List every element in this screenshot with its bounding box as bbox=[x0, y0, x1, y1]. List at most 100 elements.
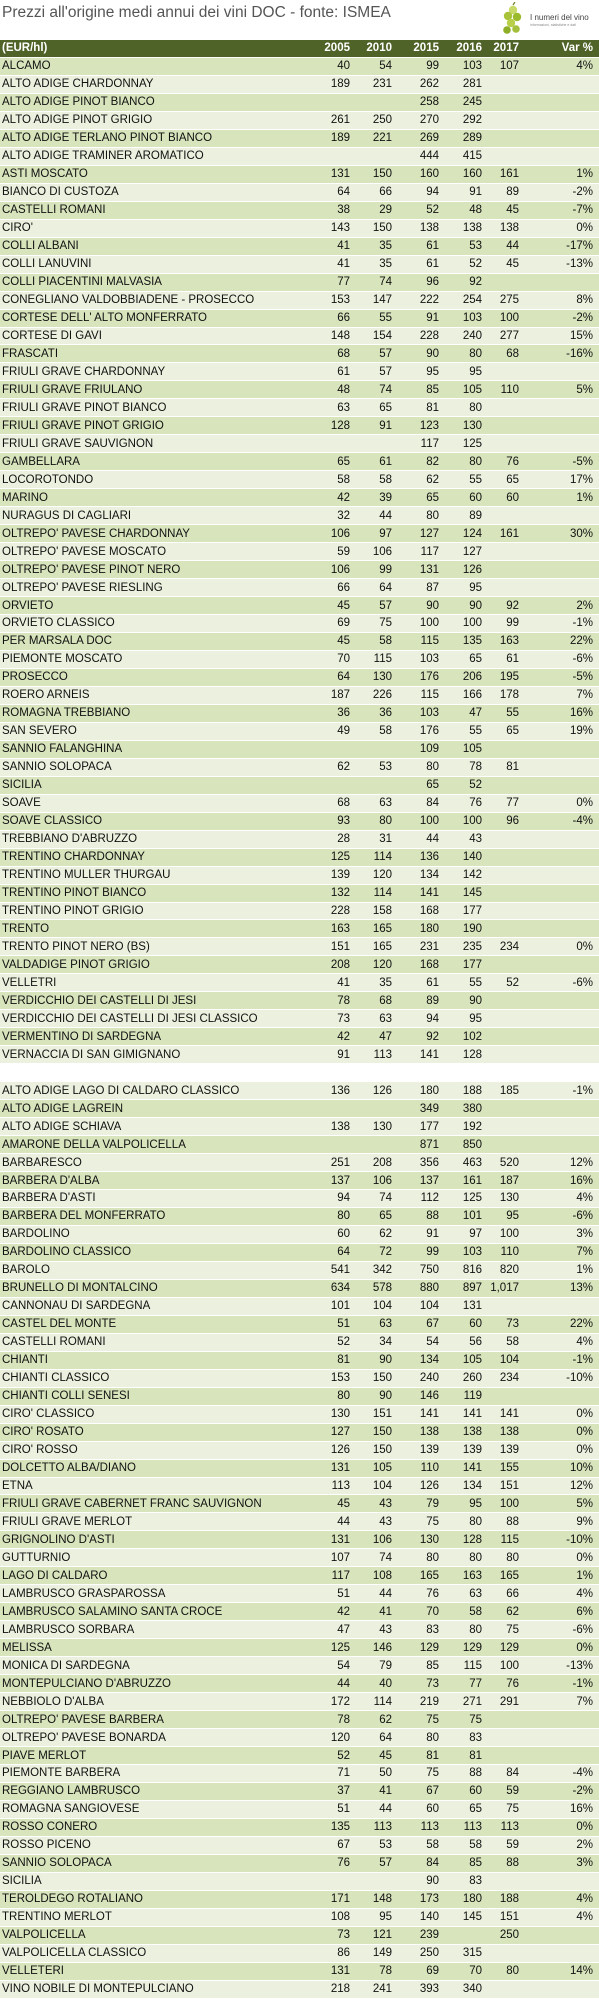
price-2017 bbox=[479, 148, 519, 165]
price-2015: 871 bbox=[419, 1138, 439, 1151]
price-2017 bbox=[479, 903, 519, 920]
wine-name: VINO NOBILE DI MONTEPULCIANO bbox=[2, 1983, 194, 1996]
price-2005: 32 bbox=[337, 509, 350, 522]
price-2005 bbox=[310, 1100, 350, 1117]
price-2010: 154 bbox=[372, 329, 392, 342]
price-2016: 142 bbox=[462, 869, 482, 882]
price-2005: 261 bbox=[330, 114, 350, 127]
wine-name: ALTO ADIGE LAGREIN bbox=[2, 1102, 124, 1115]
section-divider bbox=[0, 1064, 599, 1083]
var-percent: -1% bbox=[572, 1084, 593, 1097]
wine-name: AMARONE DELLA VALPOLICELLA bbox=[2, 1138, 186, 1151]
wine-name: BARBERA DEL MONFERRATO bbox=[2, 1210, 166, 1223]
table-row: OLTREPO' PAVESE BONARDA 120 64 80 83 bbox=[0, 1729, 599, 1748]
price-2017: 65 bbox=[506, 725, 519, 738]
price-2015: 82 bbox=[426, 455, 439, 468]
price-2015: 219 bbox=[419, 1695, 439, 1708]
var-percent: -7% bbox=[572, 204, 593, 217]
price-2010: 158 bbox=[372, 904, 392, 917]
var-percent: 0% bbox=[576, 1444, 593, 1457]
price-2010: 74 bbox=[379, 1551, 392, 1564]
wine-name: CORTESE DI GAVI bbox=[2, 329, 102, 342]
price-2015: 270 bbox=[419, 114, 439, 127]
price-2010: 250 bbox=[372, 114, 392, 127]
price-2017 bbox=[479, 1729, 519, 1746]
wine-name: BARDOLINO CLASSICO bbox=[2, 1246, 132, 1259]
price-2005: 78 bbox=[337, 1713, 350, 1726]
price-2010: 44 bbox=[379, 1803, 392, 1816]
price-2017: 1,017 bbox=[490, 1282, 519, 1295]
price-2005: 208 bbox=[330, 958, 350, 971]
wine-name: NURAGUS DI CAGLIARI bbox=[2, 509, 132, 522]
price-2015: 165 bbox=[419, 1569, 439, 1582]
price-2005: 64 bbox=[337, 1246, 350, 1259]
var-percent: 4% bbox=[576, 60, 593, 73]
price-2005: 128 bbox=[330, 419, 350, 432]
price-2005: 163 bbox=[330, 922, 350, 935]
table-row: OLTREPO' PAVESE MOSCATO 59 106 117 127 bbox=[0, 543, 599, 562]
price-2017 bbox=[479, 741, 519, 758]
price-2015: 176 bbox=[419, 725, 439, 738]
table-row: TRENTINO MERLOT 108 95 140 145 151 4% bbox=[0, 1908, 599, 1927]
table-row: CIRO' CLASSICO 130 151 141 141 141 0% bbox=[0, 1405, 599, 1424]
price-2005: 131 bbox=[330, 1965, 350, 1978]
price-2015: 79 bbox=[426, 1497, 439, 1510]
header-2015: 2015 bbox=[413, 42, 439, 55]
price-2005 bbox=[310, 435, 350, 452]
wine-name: ALTO ADIGE TERLANO PINOT BIANCO bbox=[2, 132, 213, 145]
wine-name: TEROLDEGO ROTALIANO bbox=[2, 1893, 144, 1906]
price-2016: 80 bbox=[469, 455, 482, 468]
var-percent bbox=[520, 1100, 593, 1117]
price-2017 bbox=[479, 867, 519, 884]
price-2005: 143 bbox=[330, 222, 350, 235]
price-2015: 90 bbox=[426, 347, 439, 360]
wine-name: ORVIETO bbox=[2, 599, 54, 612]
price-2017: 163 bbox=[499, 635, 519, 648]
price-2016: 58 bbox=[469, 1605, 482, 1618]
wine-name: LOCOROTONDO bbox=[2, 473, 94, 486]
price-2015: 173 bbox=[419, 1893, 439, 1906]
price-2010: 226 bbox=[372, 689, 392, 702]
wine-name: FRIULI GRAVE PINOT BIANCO bbox=[2, 401, 167, 414]
price-2016: 292 bbox=[462, 114, 482, 127]
table-row: PIEMONTE MOSCATO 70 115 103 65 61 -6% bbox=[0, 650, 599, 669]
table-row: COLLI PIACENTINI MALVASIA 77 74 96 92 bbox=[0, 273, 599, 292]
wine-name: CONEGLIANO VALDOBBIADENE - PROSECCO bbox=[2, 294, 255, 307]
price-2017 bbox=[479, 1136, 519, 1153]
price-2005: 107 bbox=[330, 1551, 350, 1564]
price-2005: 41 bbox=[337, 240, 350, 253]
price-2005: 45 bbox=[337, 1497, 350, 1510]
wine-name: LAMBRUSCO GRASPAROSSA bbox=[2, 1587, 166, 1600]
price-2010: 50 bbox=[379, 1767, 392, 1780]
price-2016: 130 bbox=[462, 419, 482, 432]
price-2005: 125 bbox=[330, 851, 350, 864]
price-2017 bbox=[479, 274, 519, 291]
price-2015: 228 bbox=[419, 329, 439, 342]
price-2005: 80 bbox=[337, 1390, 350, 1403]
price-2016: 95 bbox=[469, 581, 482, 594]
price-2017: 113 bbox=[500, 1821, 519, 1834]
price-2017 bbox=[479, 992, 519, 1009]
price-2005: 189 bbox=[330, 132, 350, 145]
wine-name: BAROLO bbox=[2, 1264, 50, 1277]
table-row: BARBARESCO 251 208 356 463 520 12% bbox=[0, 1154, 599, 1173]
price-2016: 47 bbox=[469, 707, 482, 720]
price-2017: 80 bbox=[506, 1965, 519, 1978]
price-2017: 76 bbox=[506, 455, 519, 468]
price-2015: 80 bbox=[426, 1551, 439, 1564]
price-2017: 161 bbox=[499, 527, 519, 540]
var-percent: 7% bbox=[576, 689, 593, 702]
var-percent: 5% bbox=[576, 1497, 593, 1510]
price-2015: 130 bbox=[419, 1533, 439, 1546]
wine-name: VERDICCHIO DEI CASTELLI DI JESI CLASSICO bbox=[2, 1012, 258, 1025]
price-2015: 84 bbox=[426, 797, 439, 810]
wine-name bbox=[2, 1064, 322, 1081]
wine-name: CIRO' bbox=[2, 222, 33, 235]
var-percent: -2% bbox=[572, 312, 593, 325]
price-2015: 137 bbox=[419, 1174, 439, 1187]
price-2005 bbox=[310, 777, 350, 794]
wine-name: VERMENTINO DI SARDEGNA bbox=[2, 1030, 162, 1043]
price-2016: 161 bbox=[462, 1174, 482, 1187]
var-percent: 1% bbox=[576, 491, 593, 504]
var-percent: 1% bbox=[576, 168, 593, 181]
